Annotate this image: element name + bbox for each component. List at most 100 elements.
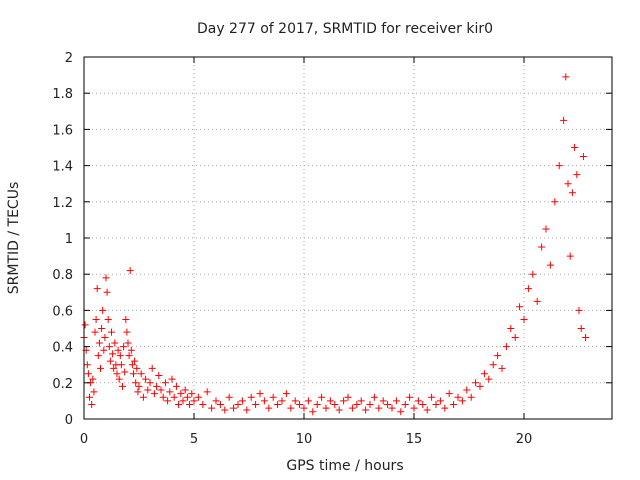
data-point [98,325,106,332]
data-point [463,386,471,394]
data-point [419,401,427,409]
data-point [88,401,96,409]
data-point [414,397,422,405]
data-point [125,352,133,360]
x-axis-title: GPS time / hours [286,458,403,474]
data-point [159,393,167,401]
data-point [562,73,570,81]
y-axis-title: SRMTID / TECUs [6,182,22,295]
data-point [423,406,431,414]
data-point [260,397,268,405]
data-point [247,393,255,401]
data-point [108,328,115,336]
data-point [472,379,480,387]
data-point [304,397,312,405]
grid [84,57,612,419]
data-point [103,288,111,296]
data-point [90,388,98,396]
data-point [300,404,308,412]
data-point [113,370,121,378]
x-tick-label: 5 [190,432,198,447]
data-point [101,334,109,342]
data-point [274,401,282,409]
x-tick-label: 10 [296,432,313,447]
data-point [291,397,299,405]
data-point [445,390,453,398]
data-point [296,401,304,409]
data-point [81,321,89,329]
data-point [582,334,590,342]
data-point [357,397,365,405]
y-tick-label: 1.2 [52,196,73,211]
data-point [177,390,185,398]
data-point [344,393,352,401]
data-point [230,404,238,412]
y-tick-label: 1.6 [52,123,73,138]
data-point [161,379,169,387]
data-point [476,382,484,390]
data-point [529,270,537,278]
data-point [181,386,189,394]
data-point [100,346,108,354]
data-point [121,368,129,376]
data-point [208,404,216,412]
data-point [115,375,123,383]
data-point [388,404,396,412]
data-point [579,153,587,161]
data-point [397,408,405,416]
data-point [106,357,114,365]
data-point [123,328,131,336]
data-point [458,397,466,405]
data-point [89,375,97,383]
data-point [480,370,488,378]
data-point [450,401,458,409]
data-point [134,388,142,396]
data-point [410,404,418,412]
data-point [353,401,361,409]
data-point [84,370,92,378]
data-point [366,401,374,409]
data-points [80,73,590,416]
data-point [564,180,572,188]
data-point [555,162,563,170]
data-point [566,252,574,260]
data-point [511,334,519,342]
data-point [568,189,576,197]
data-point [164,397,172,405]
y-tick-label: 0.6 [52,304,73,319]
data-point [238,397,246,405]
data-point [83,361,91,369]
data-point [502,343,510,351]
data-point [520,315,528,323]
data-point [102,274,110,282]
data-point [489,361,497,369]
data-point [116,352,124,360]
data-point [172,382,180,390]
y-tick-label: 1.4 [52,160,73,175]
data-point [94,352,102,360]
data-point [370,393,378,401]
data-point [199,401,207,409]
data-point [175,401,183,409]
data-point [331,401,339,409]
data-point [93,285,101,293]
x-tick-label: 20 [516,432,533,447]
data-point [132,379,140,387]
data-point [127,346,135,354]
data-point [122,315,130,323]
data-point [326,397,334,405]
data-point [507,325,515,332]
data-point [467,393,475,401]
data-point [146,379,154,387]
data-point [573,171,581,179]
data-point [105,343,113,351]
data-point [150,390,158,398]
data-point [340,397,348,405]
data-point [120,343,128,351]
data-point [287,404,295,412]
data-point [186,401,194,409]
data-point [194,393,202,401]
data-point [571,144,579,151]
